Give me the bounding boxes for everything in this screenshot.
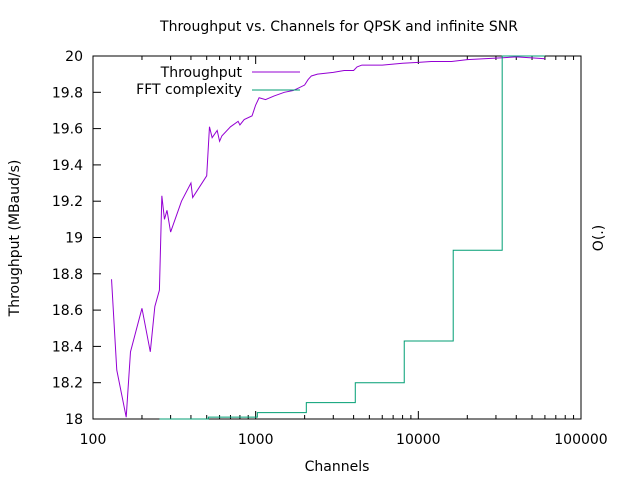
series-line-throughput — [111, 56, 545, 418]
series-line-fft-complexity — [159, 55, 545, 420]
y-tick-label: 19.6 — [52, 122, 83, 138]
x-tick-label: 100000 — [554, 432, 607, 448]
y2-axis-label: O(.) — [591, 225, 607, 251]
y-tick-label: 19 — [65, 231, 83, 247]
legend-label-throughput: Throughput — [160, 65, 243, 81]
y-tick-label: 19.4 — [52, 158, 83, 174]
x-axis-ticks: 100 1000 10000 100000 — [80, 56, 608, 448]
y-axis-ticks: 18 18.2 18.4 18.6 18.8 19 19.2 19.4 19.6 19.8 20 — [52, 49, 101, 428]
legend-label-fft-complexity: FFT complexity — [136, 82, 242, 98]
y-tick-label: 20 — [65, 49, 83, 65]
x-tick-label: 10000 — [396, 432, 441, 448]
y-tick-label: 18.8 — [52, 267, 83, 283]
y-tick-label: 19.2 — [52, 194, 83, 210]
legend: Throughput FFT complexity — [136, 65, 300, 98]
y-tick-label: 19.8 — [52, 85, 83, 101]
series-layer — [111, 55, 545, 420]
y-tick-label: 18 — [65, 412, 83, 428]
y-tick-label: 18.4 — [52, 339, 83, 355]
y-tick-label: 18.2 — [52, 376, 83, 392]
x-tick-label: 1000 — [238, 432, 274, 448]
plot-area — [92, 55, 582, 420]
x-axis-label: Channels — [305, 459, 370, 475]
y-axis-label: Throughput (MBaud/s) — [7, 160, 23, 318]
x-tick-label: 100 — [80, 432, 107, 448]
chart-title: Throughput vs. Channels for QPSK and inf… — [159, 19, 518, 35]
y-tick-label: 18.6 — [52, 303, 83, 319]
